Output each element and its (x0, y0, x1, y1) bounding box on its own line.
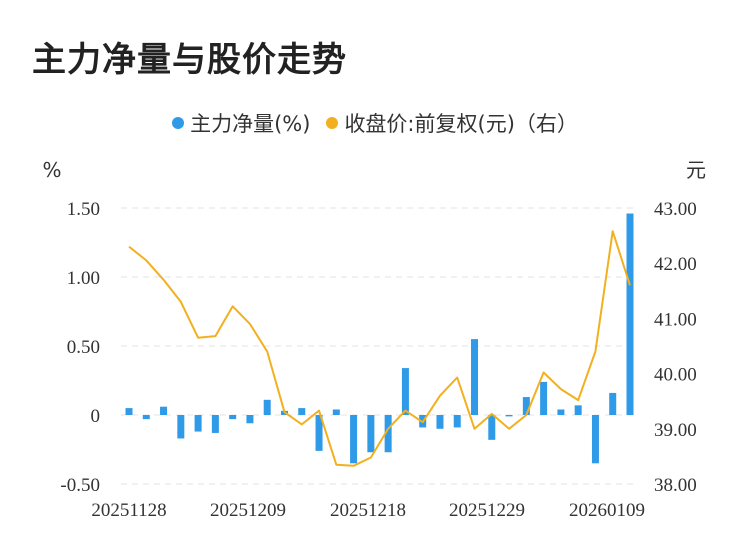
bar-mark (540, 381, 548, 415)
left-tick-label: 0.50 (67, 337, 100, 358)
legend: 主力净量(%) 收盘价:前复权(元)（右） (0, 108, 750, 138)
bar-mark (194, 415, 202, 432)
bar-mark (453, 415, 461, 428)
bar-mark (350, 415, 358, 464)
bar-mark (229, 415, 237, 420)
bar-mark (125, 408, 133, 415)
bar-mark (488, 415, 496, 440)
x-tick-label: 20251218 (330, 500, 406, 521)
bar-mark (246, 415, 254, 424)
chart-title: 主力净量与股价走势 (32, 40, 347, 80)
x-tick-label: 20251229 (449, 500, 525, 521)
bar-mark (384, 415, 392, 453)
bar-mark (401, 368, 409, 415)
left-tick-label: 1.50 (67, 199, 100, 220)
bar-mark (574, 405, 582, 415)
bar-mark (505, 415, 513, 417)
bar-mark (557, 409, 565, 415)
bar-mark (315, 415, 323, 451)
bar-mark (436, 415, 444, 429)
bar-mark (263, 399, 271, 415)
bar-mark (211, 415, 219, 433)
left-tick-label: -0.50 (60, 475, 100, 496)
bar-mark (626, 213, 634, 415)
right-axis-unit: 元 (686, 158, 706, 182)
legend-bar-label: 主力净量(%) (190, 112, 311, 136)
right-tick-label: 42.00 (654, 254, 697, 275)
bar-mark (522, 397, 530, 415)
bar-mark (609, 392, 617, 415)
bar-series-marker-icon (172, 117, 185, 129)
x-tick-label: 20251128 (91, 500, 166, 521)
right-tick-label: 43.00 (654, 199, 697, 220)
right-tick-label: 41.00 (654, 309, 697, 330)
left-tick-label: 0 (91, 406, 101, 427)
right-tick-label: 40.00 (654, 365, 697, 386)
bar-mark (142, 415, 150, 420)
left-tick-label: 1.00 (67, 268, 100, 289)
left-axis-unit: % (42, 158, 61, 182)
bar-mark (471, 339, 479, 415)
price-line (128, 230, 631, 467)
x-tick-label: 20251209 (210, 500, 286, 521)
bar-mark (367, 415, 375, 453)
legend-item-bar[interactable]: 主力净量(%) (172, 108, 310, 138)
right-tick-label: 38.00 (654, 475, 697, 496)
bar-mark (298, 408, 306, 415)
bar-mark (591, 415, 599, 464)
bar-mark (177, 415, 185, 439)
legend-line-label: 收盘价:前复权(元)（右） (344, 112, 578, 136)
legend-item-line[interactable]: 收盘价:前复权(元)（右） (326, 108, 578, 138)
bar-mark (160, 406, 168, 415)
x-tick-label: 20260109 (569, 500, 645, 521)
line-series-marker-icon (326, 117, 339, 129)
bar-mark (332, 409, 340, 415)
right-tick-label: 39.00 (654, 420, 697, 441)
